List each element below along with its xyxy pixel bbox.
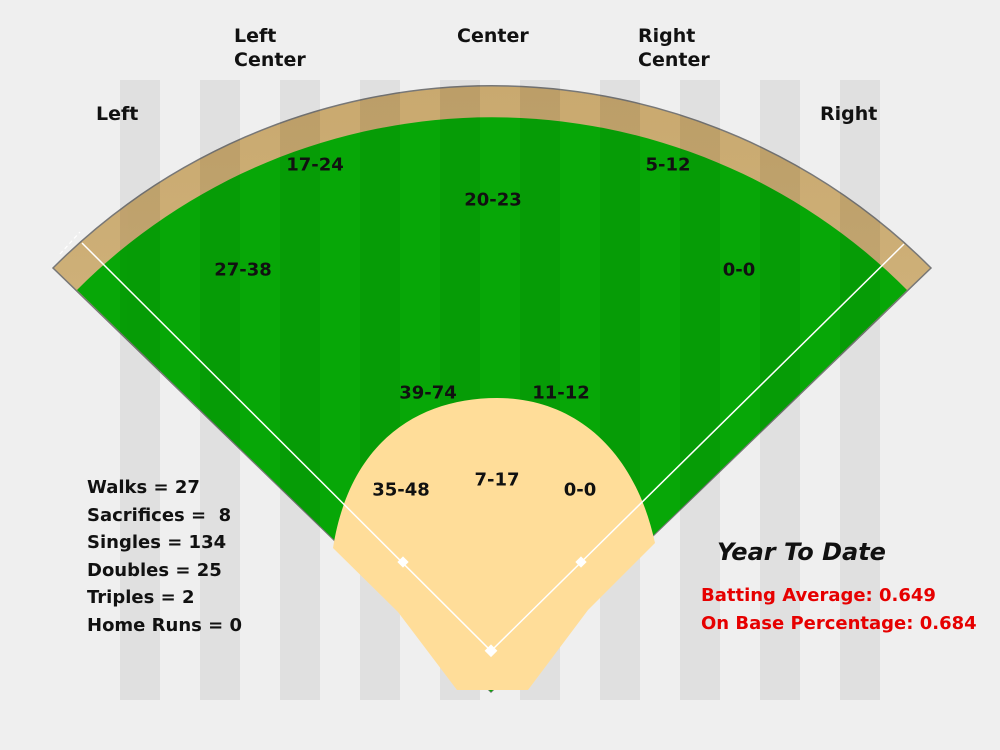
zone-outfield-left-center: 17-24 xyxy=(286,154,344,176)
grass-stripes xyxy=(120,80,880,700)
label-right-center-line2: Center xyxy=(638,49,710,71)
stat-home-runs: Home Runs = 0 xyxy=(87,614,243,636)
stat-walks: Walks = 27 xyxy=(87,477,200,498)
stats-list: Walks = 27 Sacrifices = 8 Singles = 134 … xyxy=(87,474,242,640)
zone-infield-middle: 7-17 xyxy=(474,469,520,491)
label-left-center: Left Center xyxy=(234,24,306,72)
zone-infield-right: 0-0 xyxy=(563,479,597,501)
foul-marker xyxy=(59,231,81,255)
label-left-center-line1: Left xyxy=(234,25,277,47)
infield-dirt xyxy=(333,398,655,690)
stat-triples: Triples = 2 xyxy=(87,587,195,609)
label-left: Left xyxy=(96,103,139,125)
zone-outfield-left: 27-38 xyxy=(214,259,272,281)
right-foul-line xyxy=(490,243,905,652)
ytd-title: Year To Date xyxy=(717,538,886,566)
ytd-batting-average: Batting Average: 0.649 xyxy=(701,585,936,606)
zone-infield-left: 35-48 xyxy=(372,479,430,501)
stat-singles: Singles = 134 xyxy=(87,532,227,554)
first-base xyxy=(575,556,587,568)
label-center: Center xyxy=(457,25,529,47)
zone-shallow-left: 39-74 xyxy=(399,382,457,404)
zone-outfield-center: 20-23 xyxy=(464,189,522,211)
zone-shallow-right: 11-12 xyxy=(532,382,590,404)
zone-outfield-right: 0-0 xyxy=(722,259,756,281)
zone-outfield-right-center: 5-12 xyxy=(645,154,691,176)
label-right-center-line1: Right xyxy=(638,25,696,47)
third-base xyxy=(397,556,409,568)
label-right: Right xyxy=(820,103,878,125)
label-right-center: Right Center xyxy=(638,24,710,72)
left-foul-line xyxy=(81,242,492,652)
ytd-on-base-percentage: On Base Percentage: 0.684 xyxy=(701,613,977,634)
home-plate xyxy=(484,644,498,658)
stat-doubles: Doubles = 25 xyxy=(87,559,222,581)
label-left-center-line2: Center xyxy=(234,49,306,71)
stat-sacrifices: Sacrifices = 8 xyxy=(87,504,232,526)
